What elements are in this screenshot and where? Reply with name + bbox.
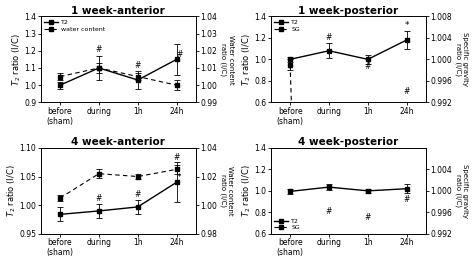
Title: 1 week-anterior: 1 week-anterior [72, 6, 165, 16]
Y-axis label: $T_2$ ratio (I/C): $T_2$ ratio (I/C) [10, 33, 23, 86]
Text: #: # [403, 88, 410, 97]
Y-axis label: $T_2$ ratio (I/C): $T_2$ ratio (I/C) [240, 33, 253, 86]
Y-axis label: Specific gravity
ratio (I/C): Specific gravity ratio (I/C) [455, 32, 468, 86]
Y-axis label: $T_2$ ratio (I/C): $T_2$ ratio (I/C) [240, 165, 253, 217]
Text: #: # [365, 62, 371, 71]
Title: 4 week-anterior: 4 week-anterior [72, 137, 165, 147]
Title: 4 week-posterior: 4 week-posterior [298, 137, 399, 147]
Legend: T2, water content: T2, water content [44, 19, 106, 32]
Text: #: # [135, 61, 141, 70]
Legend: T2, SG: T2, SG [274, 19, 301, 32]
Y-axis label: Water content
ratio (I/C): Water content ratio (I/C) [220, 34, 234, 84]
Text: #: # [365, 213, 371, 221]
Text: *: * [177, 173, 181, 182]
Text: #: # [96, 194, 102, 204]
Text: #: # [177, 50, 183, 59]
Text: #: # [96, 45, 102, 54]
Legend: T2, SG: T2, SG [274, 218, 301, 231]
Y-axis label: $T_2$ ratio (I/C): $T_2$ ratio (I/C) [6, 165, 18, 217]
Text: #: # [135, 190, 141, 199]
Text: #: # [173, 153, 180, 161]
Text: #: # [403, 195, 410, 204]
Text: *: * [404, 21, 409, 30]
Y-axis label: Specific gravity
ratio (I/C): Specific gravity ratio (I/C) [455, 164, 468, 218]
Y-axis label: Water content
ratio (I/C): Water content ratio (I/C) [220, 166, 233, 216]
Title: 1 week-posterior: 1 week-posterior [298, 6, 399, 16]
Text: #: # [326, 33, 332, 42]
Text: #: # [326, 207, 332, 216]
